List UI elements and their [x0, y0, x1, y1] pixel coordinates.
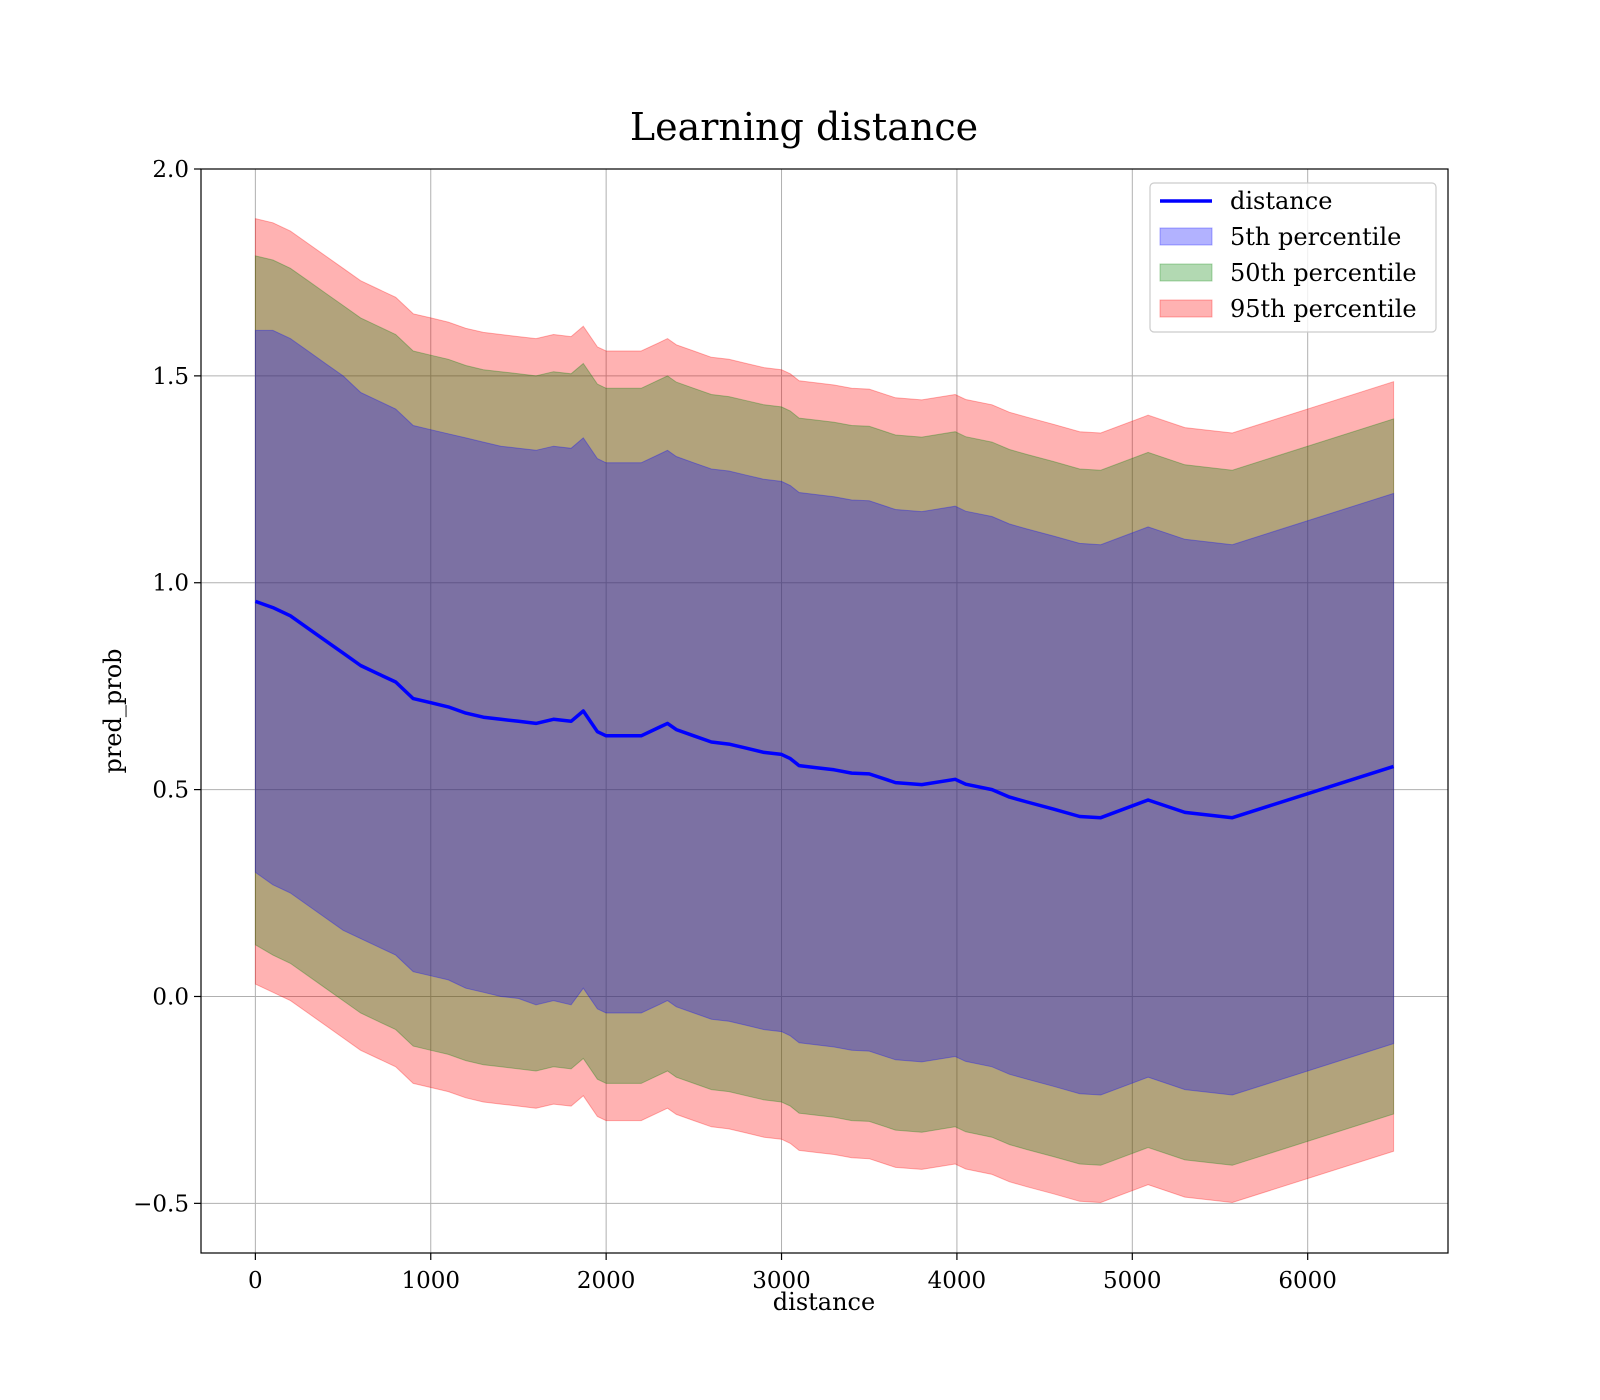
legend-swatch-95th	[1159, 299, 1213, 318]
legend-label-50th: 50th percentile	[1230, 259, 1417, 287]
y-axis-label: pred_prob	[99, 648, 127, 773]
y-tick-label: 2.0	[152, 157, 189, 183]
plot-frame	[200, 168, 1449, 1254]
y-axis: −0.5 0.0 0.5 1.0 1.5 2.0	[133, 157, 201, 1217]
chart-title: Learning distance	[630, 105, 978, 149]
y-tick-label: 0.5	[152, 778, 189, 804]
legend: distance 5th percentile 50th percentile …	[1149, 182, 1437, 333]
series-lines	[254, 599, 1395, 820]
x-axis: 0 1000 2000 3000 4000 5000 6000	[248, 1253, 1337, 1294]
x-tick-label: 1000	[401, 1268, 460, 1294]
band-50th	[254, 255, 1395, 1166]
y-tick-label: 1.0	[152, 571, 189, 597]
legend-label-5th: 5th percentile	[1230, 223, 1401, 251]
y-tick-label: 0.0	[152, 984, 189, 1010]
y-tick-label: −0.5	[133, 1191, 189, 1217]
percentile-bands	[254, 217, 1395, 1204]
legend-frame	[1149, 182, 1437, 333]
x-tick-label: 3000	[752, 1268, 811, 1294]
x-tick-label: 5000	[1103, 1268, 1162, 1294]
grid	[201, 168, 1448, 1253]
series-line-distance	[254, 599, 1395, 820]
y-tick-label: 1.5	[152, 364, 189, 390]
band-5th	[254, 329, 1395, 1096]
x-tick-label: 4000	[928, 1268, 987, 1294]
x-tick-label: 0	[248, 1268, 263, 1294]
legend-label-95th: 95th percentile	[1230, 295, 1417, 323]
legend-swatch-50th	[1159, 263, 1213, 282]
x-tick-label: 2000	[577, 1268, 636, 1294]
x-tick-label: 6000	[1278, 1268, 1337, 1294]
band-95th	[254, 217, 1395, 1204]
legend-label-distance: distance	[1230, 187, 1332, 215]
x-axis-label: distance	[773, 1288, 875, 1316]
legend-swatch-5th	[1159, 227, 1213, 246]
